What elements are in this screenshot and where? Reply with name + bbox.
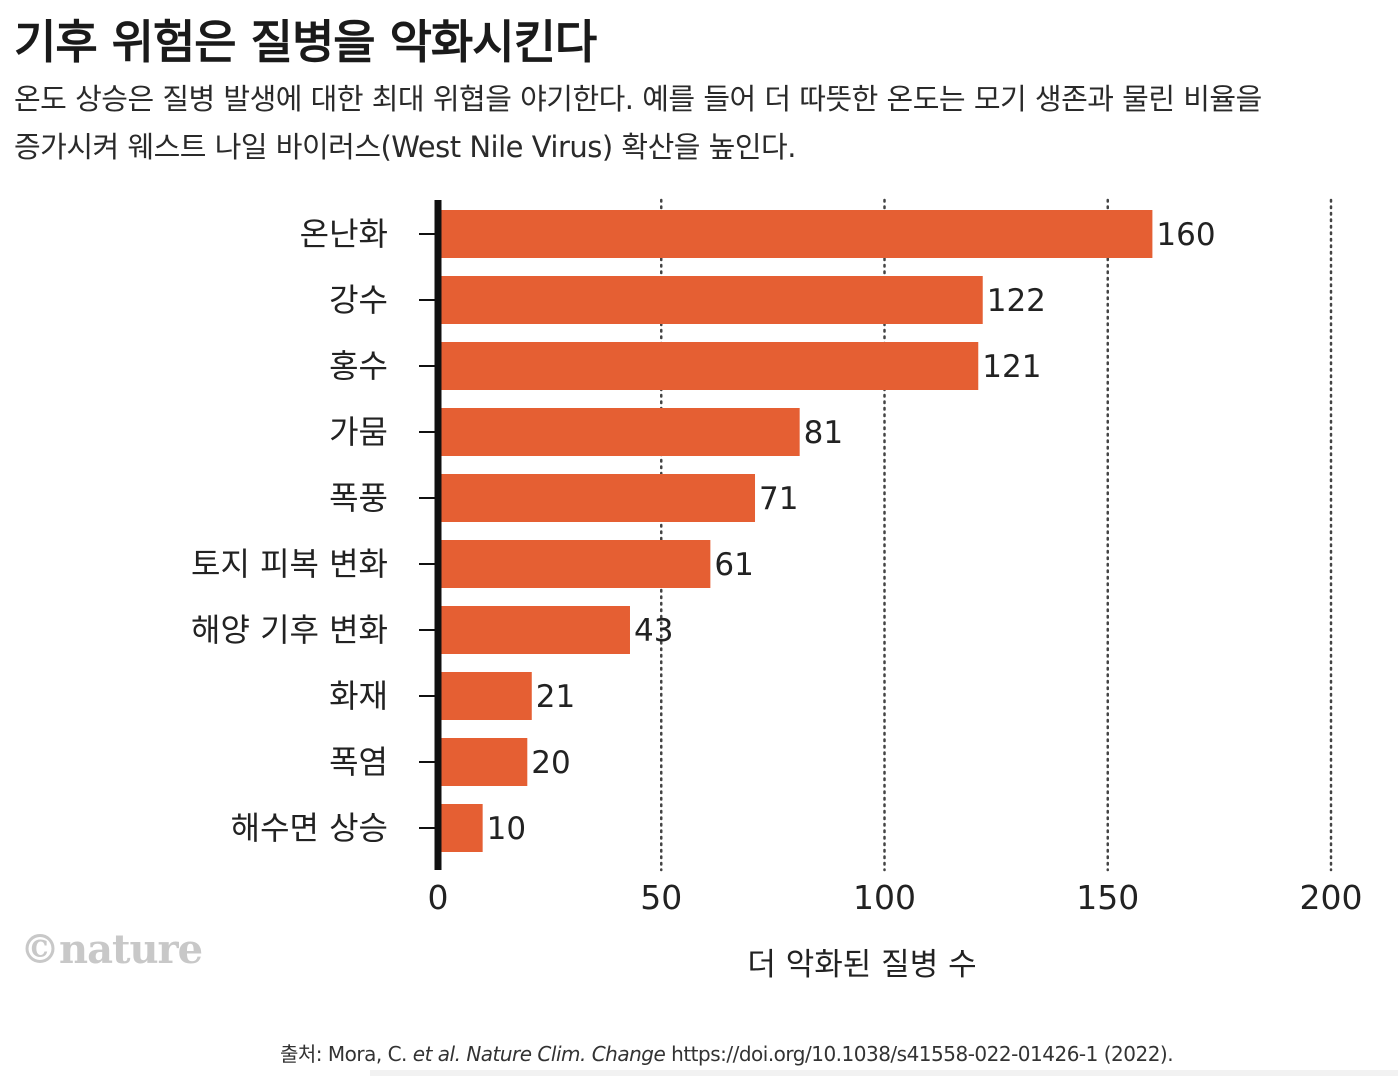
value-label-5: 61 bbox=[714, 547, 753, 583]
value-label-1: 122 bbox=[987, 283, 1046, 319]
value-label-7: 21 bbox=[536, 679, 575, 715]
nature-logo: ©nature bbox=[20, 926, 203, 973]
category-label-4: 폭풍 bbox=[329, 479, 388, 517]
bar-5 bbox=[438, 540, 711, 588]
chart-subtitle-line-2: 증가시켜 웨스트 나일 바이러스(West Nile Virus) 확산을 높인… bbox=[14, 130, 796, 164]
x-tick-label-150: 150 bbox=[1076, 878, 1139, 917]
source-citation: 출처: Mora, C. et al. Nature Clim. Change … bbox=[280, 1038, 1174, 1067]
value-label-0: 160 bbox=[1156, 217, 1215, 253]
category-label-8: 폭염 bbox=[329, 743, 388, 781]
source-doi: https://doi.org/10.1038/s41558-022-01426… bbox=[671, 1042, 1174, 1066]
source-journal: Nature Clim. Change bbox=[466, 1042, 666, 1066]
bar-6 bbox=[438, 606, 630, 654]
bar-9 bbox=[438, 804, 483, 852]
x-tick-label-100: 100 bbox=[853, 878, 916, 917]
bar-3 bbox=[438, 408, 800, 456]
value-label-4: 71 bbox=[759, 481, 798, 517]
x-axis-title: 더 악화된 질병 수 bbox=[747, 947, 976, 983]
category-label-3: 가뭄 bbox=[329, 413, 388, 451]
chart-title: 기후 위험은 질병을 악화시킨다 bbox=[14, 15, 597, 69]
category-label-5: 토지 피복 변화 bbox=[191, 545, 388, 583]
x-tick-label-200: 200 bbox=[1300, 878, 1363, 917]
value-label-8: 20 bbox=[531, 745, 570, 781]
bar-1 bbox=[438, 276, 983, 324]
category-label-9: 해수면 상승 bbox=[231, 809, 388, 847]
x-tick-label-50: 50 bbox=[640, 878, 682, 917]
value-label-3: 81 bbox=[804, 415, 843, 451]
category-label-1: 강수 bbox=[329, 281, 388, 319]
bar-4 bbox=[438, 474, 756, 522]
category-label-0: 온난화 bbox=[300, 215, 388, 253]
bar-0 bbox=[438, 210, 1153, 258]
value-label-6: 43 bbox=[634, 613, 673, 649]
x-tick-label-0: 0 bbox=[428, 878, 449, 917]
category-label-7: 화재 bbox=[329, 677, 388, 715]
source-etal: et al. bbox=[412, 1042, 461, 1066]
value-label-9: 10 bbox=[487, 811, 526, 847]
footer-divider bbox=[370, 1070, 1398, 1076]
value-label-2: 121 bbox=[982, 349, 1041, 385]
category-label-6: 해양 기후 변화 bbox=[191, 611, 388, 649]
chart-subtitle-line-1: 온도 상승은 질병 발생에 대한 최대 위협을 야기한다. 예를 들어 더 따뜻… bbox=[14, 82, 1262, 116]
bar-7 bbox=[438, 672, 532, 720]
bar-2 bbox=[438, 342, 979, 390]
category-label-2: 홍수 bbox=[329, 347, 388, 385]
source-prefix: 출처: Mora, C. bbox=[280, 1042, 413, 1066]
bar-8 bbox=[438, 738, 528, 786]
